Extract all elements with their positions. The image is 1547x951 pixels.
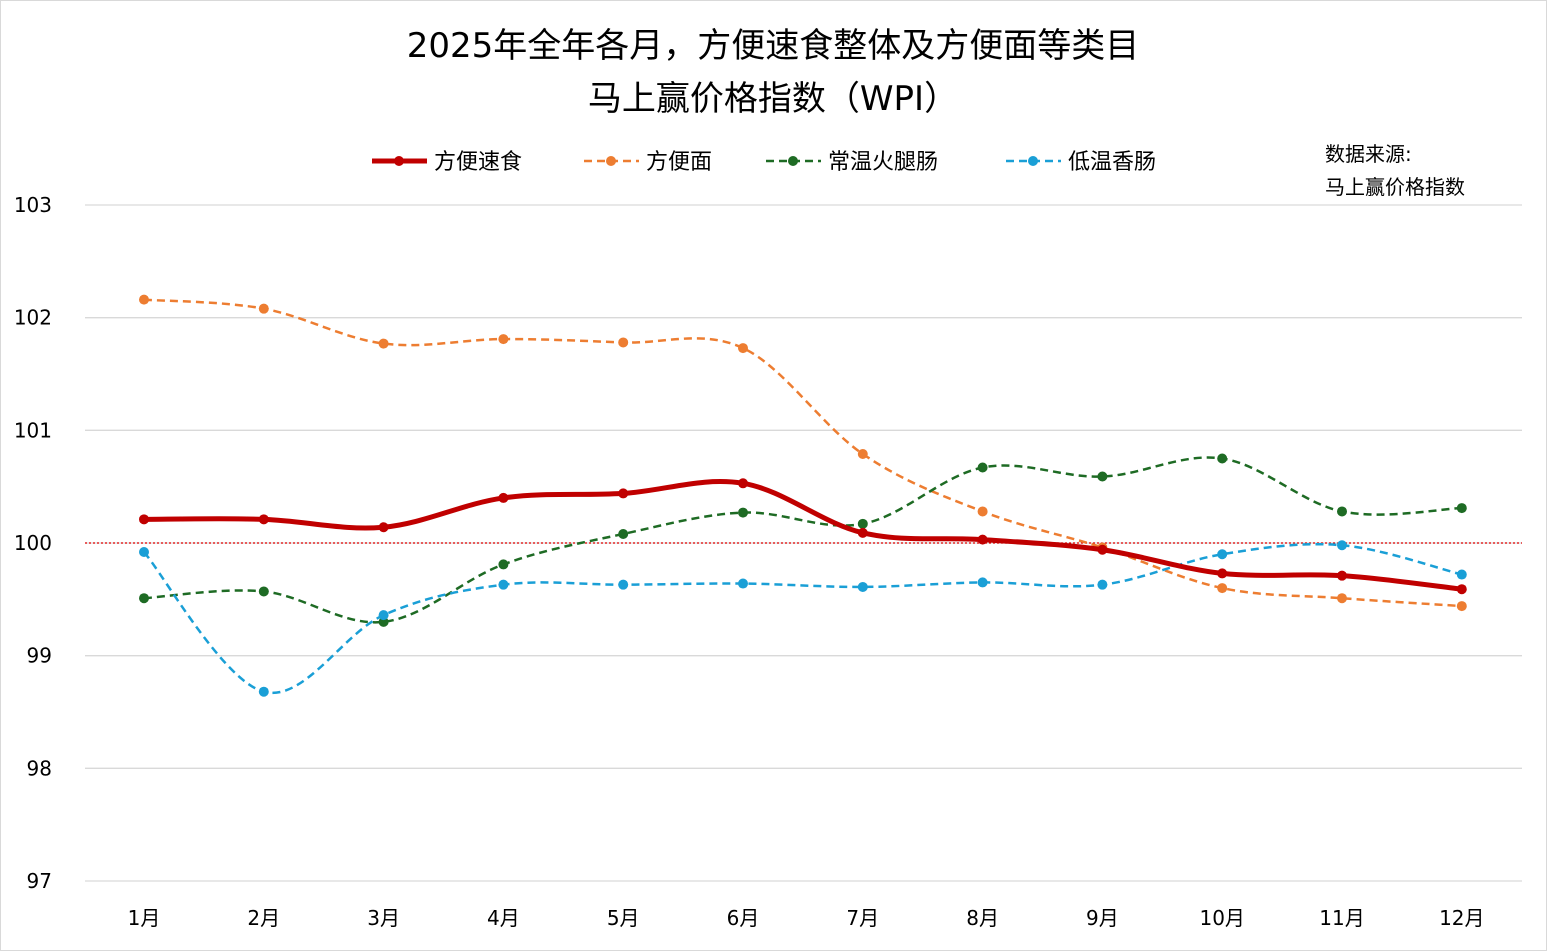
data-point — [1456, 601, 1467, 612]
data-point — [618, 488, 629, 499]
data-point — [977, 534, 988, 545]
series-line — [143, 456, 1462, 624]
legend-marker — [394, 156, 404, 166]
data-point — [258, 586, 269, 597]
data-point — [738, 578, 748, 589]
source-name: 马上赢价格指数 — [1325, 175, 1465, 199]
data-point — [977, 506, 988, 517]
data-point — [738, 507, 748, 518]
y-tick-label: 102 — [14, 306, 52, 330]
data-point — [1337, 506, 1347, 517]
x-tick-label: 11月 — [1319, 906, 1364, 930]
data-point — [618, 579, 629, 590]
data-point — [618, 337, 629, 348]
legend-marker — [1028, 156, 1038, 166]
data-point — [738, 478, 748, 489]
y-tick-label: 103 — [14, 193, 52, 217]
y-tick-label: 97 — [27, 869, 52, 893]
data-point — [1337, 570, 1347, 581]
data-point — [1217, 583, 1228, 594]
x-tick-label: 10月 — [1199, 906, 1244, 930]
legend-label: 低温香肠 — [1068, 150, 1156, 175]
chart-subtitle: 马上赢价格指数（WPI） — [588, 79, 958, 119]
series-3 — [139, 453, 1467, 627]
data-point — [378, 522, 389, 533]
data-point — [1217, 453, 1228, 464]
x-tick-label: 3月 — [367, 906, 400, 930]
x-tick-label: 7月 — [846, 906, 879, 930]
series-line — [143, 479, 1463, 592]
data-point — [738, 343, 748, 354]
data-point — [857, 581, 868, 592]
x-tick-label: 9月 — [1086, 906, 1119, 930]
data-point — [857, 527, 868, 538]
data-point — [139, 514, 149, 525]
data-point — [1097, 579, 1108, 590]
data-point — [378, 338, 389, 349]
x-tick-label: 5月 — [607, 906, 640, 930]
legend-label: 常温火腿肠 — [828, 150, 938, 175]
data-point — [1456, 569, 1467, 580]
data-point — [1456, 503, 1467, 514]
y-tick-label: 101 — [14, 418, 52, 442]
x-tick-label: 12月 — [1439, 906, 1484, 930]
legend-item: 低温香肠 — [1006, 150, 1156, 175]
x-tick-label: 6月 — [727, 906, 760, 930]
series-line — [143, 542, 1463, 695]
data-point — [1217, 549, 1228, 560]
series-1 — [139, 478, 1467, 595]
data-point — [977, 577, 988, 588]
data-point — [258, 514, 269, 525]
legend-label: 方便面 — [646, 150, 712, 175]
data-point — [139, 547, 149, 558]
data-point — [1097, 471, 1108, 482]
data-point — [258, 303, 269, 314]
data-point — [1337, 540, 1347, 551]
data-point — [977, 462, 988, 473]
data-point — [1217, 568, 1228, 579]
y-tick-label: 100 — [14, 531, 52, 555]
legend-item: 方便面 — [584, 150, 712, 175]
data-point — [378, 610, 389, 621]
data-point — [498, 334, 509, 345]
series-line — [143, 298, 1462, 608]
x-tick-label: 1月 — [128, 906, 161, 930]
legend-item: 常温火腿肠 — [766, 150, 938, 175]
data-point — [1337, 593, 1347, 604]
data-point — [498, 559, 509, 570]
chart-title: 2025年全年各月，方便速食整体及方便面等类目 — [407, 26, 1140, 66]
legend-marker — [606, 156, 616, 166]
x-tick-label: 4月 — [487, 906, 520, 930]
series-4 — [139, 540, 1467, 697]
source-label: 数据来源: — [1325, 142, 1412, 166]
data-point — [498, 492, 509, 503]
legend-marker — [788, 156, 798, 166]
y-tick-label: 98 — [27, 756, 52, 780]
data-point — [139, 294, 149, 305]
y-tick-label: 99 — [27, 644, 52, 668]
legend-label: 方便速食 — [434, 150, 522, 175]
data-point — [1456, 584, 1467, 595]
x-tick-label: 2月 — [247, 906, 280, 930]
data-point — [498, 579, 509, 590]
legend-item: 方便速食 — [372, 150, 522, 175]
data-point — [857, 448, 868, 459]
series-2 — [139, 294, 1467, 612]
data-point — [258, 686, 269, 697]
data-point — [1097, 544, 1108, 555]
x-tick-label: 8月 — [966, 906, 999, 930]
data-point — [618, 528, 629, 539]
data-point — [857, 518, 868, 529]
data-point — [139, 593, 149, 604]
